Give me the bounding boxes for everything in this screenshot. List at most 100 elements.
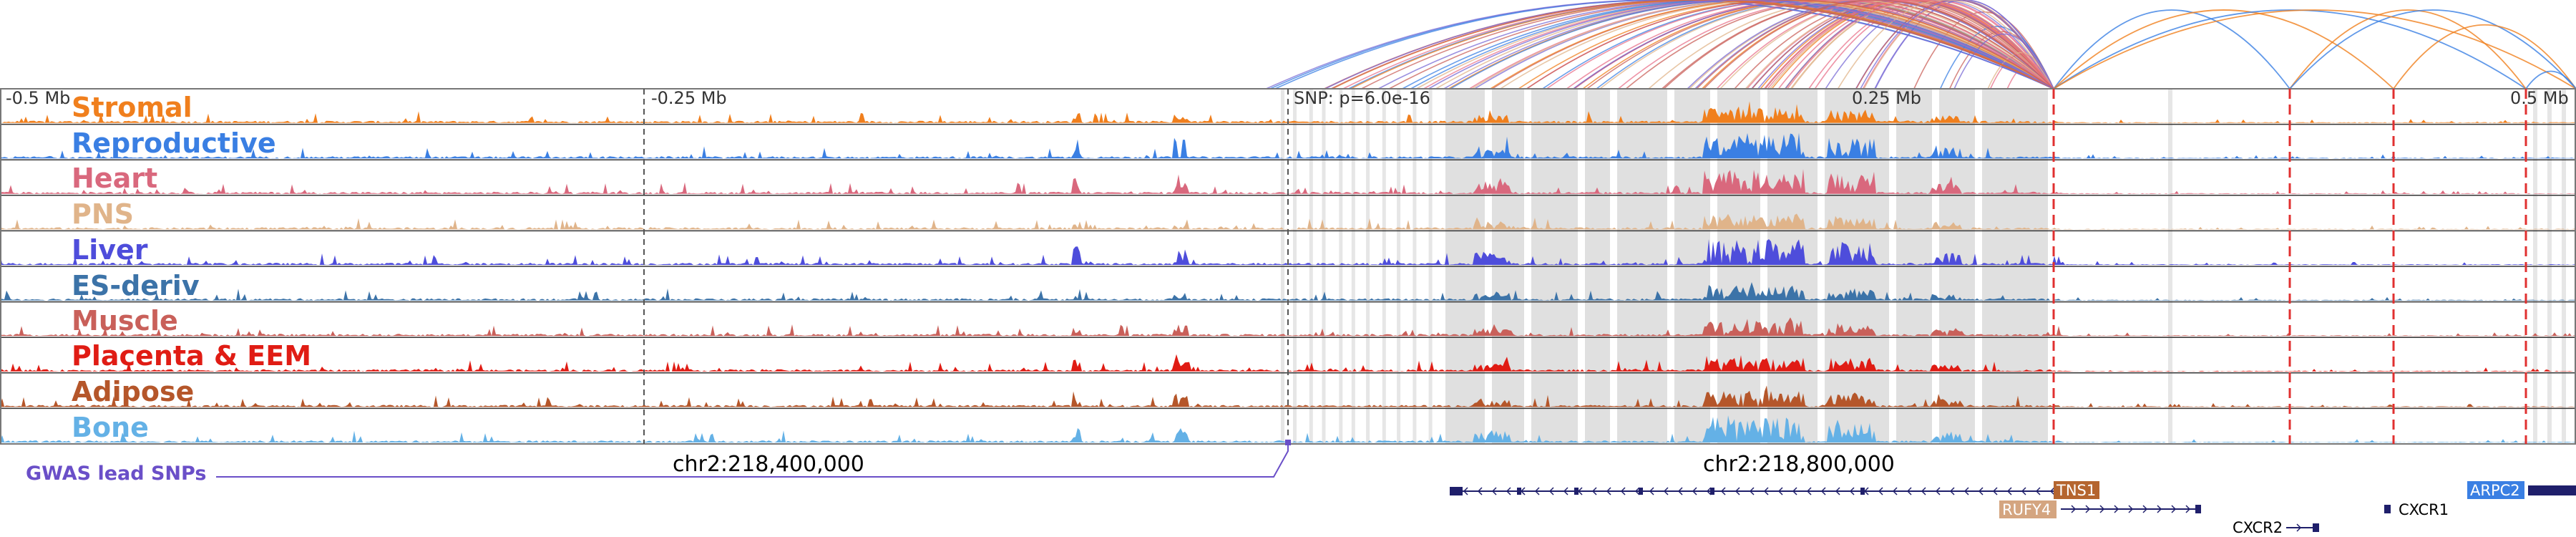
gene-annotation-track: [1450, 485, 2576, 532]
scale-label-mid-left: -0.25 Mb: [651, 88, 727, 108]
gene-labels: TNS1 RUFY4 CXCR2 CXCR1 ARPC2: [1999, 481, 2524, 536]
gwas-label: GWAS lead SNPs: [26, 463, 206, 485]
gwas-connector: [216, 442, 1289, 478]
track-labels: Stromal Reproductive Heart PNS Liver ES-…: [72, 92, 311, 443]
loop-arc: [2393, 24, 2576, 90]
scale-label-mid-right: 0.25 Mb: [1852, 88, 1921, 108]
loop-arc: [1860, 0, 2054, 90]
loop-arc: [2525, 70, 2576, 90]
gene-tns1-strand-arrow: [1878, 487, 1883, 495]
loop-arc: [1837, 0, 2054, 90]
gene-arpc2-exon: [2528, 485, 2576, 495]
gene-tns1-strand-arrow: [1749, 487, 1755, 495]
loop-arc: [1913, 11, 2054, 90]
gene-tns1-strand-arrow: [1763, 487, 1769, 495]
gene-tns1-strand-arrow: [1949, 487, 1955, 495]
gene-tns1-strand-arrow: [1663, 487, 1669, 495]
gene-tns1-exon: [1860, 488, 1865, 495]
gene-tns1-strand-arrow: [1677, 487, 1683, 495]
gene-label-cxcr2: CXCR2: [2233, 519, 2283, 536]
track-label-pns: PNS: [72, 198, 134, 230]
loop-arc: [2053, 9, 2394, 90]
gene-tns1-strand-arrow: [1591, 487, 1597, 495]
signal-track-7: [0, 354, 2576, 372]
loop-arc: [1618, 0, 2054, 90]
gene-rufy4-exon: [2195, 505, 2201, 513]
gwas-track: GWAS lead SNPs: [26, 440, 1291, 485]
gene-tns1-strand-arrow: [2006, 487, 2012, 495]
loop-arc: [1330, 0, 2054, 90]
gene-tns1-strand-arrow: [1706, 487, 1712, 495]
gene-tns1-strand-arrow: [2021, 487, 2026, 495]
loop-arc: [1428, 0, 2054, 90]
signal-tracks: [0, 88, 2576, 445]
loop-arc: [1526, 0, 2054, 90]
gene-tns1-exon: [1450, 487, 1463, 495]
gene-tns1-exon: [1639, 488, 1643, 495]
gene-tns1-strand-arrow: [1463, 487, 1468, 495]
loop-arc: [1696, 0, 2054, 90]
gwas-snp-marker: [1285, 440, 1291, 445]
gene-tns1-strand-arrow: [1992, 487, 1998, 495]
gene-tns1-strand-arrow: [1792, 487, 1797, 495]
track-label-placenta-eem: Placenta & EEM: [72, 340, 311, 372]
loop-arc: [2289, 9, 2576, 90]
gene-cxcr2-strand-arrow: [2296, 523, 2302, 532]
gene-label-box-arpc2: [2467, 481, 2524, 499]
loop-arc: [1266, 0, 2054, 90]
gene-label-arpc2: ARPC2: [2470, 482, 2520, 499]
track-label-es-deriv: ES-deriv: [72, 270, 200, 301]
gene-tns1-strand-arrow: [1735, 487, 1740, 495]
gene-rufy4-strand-arrow: [2114, 505, 2119, 513]
gene-tns1-strand-arrow: [1820, 487, 1826, 495]
gene-tns1-strand-arrow: [1534, 487, 1540, 495]
gene-label-box-tns1: [2054, 481, 2099, 499]
gene-tns1-exon: [1574, 488, 1579, 495]
gene-label-tns1: TNS1: [2056, 482, 2096, 499]
gene-tns1-strand-arrow: [1921, 487, 1926, 495]
gene-tns1-strand-arrow: [1849, 487, 1855, 495]
loop-arc: [1953, 34, 2054, 90]
track-label-adipose: Adipose: [72, 376, 194, 407]
gene-tns1-strand-arrow: [1963, 487, 1969, 495]
gene-tns1-strand-arrow: [1620, 487, 1626, 495]
loop-arc: [2053, 9, 2290, 90]
loop-arc: [2289, 9, 2527, 90]
chromatin-loop-arcs: [1266, 0, 2576, 90]
track-label-reproductive: Reproductive: [72, 127, 276, 159]
track-label-stromal: Stromal: [72, 92, 192, 123]
gene-label-rufy4: RUFY4: [2002, 501, 2051, 518]
loop-arc: [1787, 0, 2054, 90]
gene-tns1-strand-arrow: [1892, 487, 1898, 495]
snp-pvalue-label: SNP: p=6.0e-16: [1294, 88, 1430, 108]
gene-tns1-strand-arrow: [1835, 487, 1840, 495]
gene-tns1-strand-arrow: [1506, 487, 1511, 495]
signal-track-2: [0, 169, 2576, 194]
gene-tns1-strand-arrow: [1548, 487, 1554, 495]
gene-rufy4-strand-arrow: [2128, 505, 2134, 513]
gene-tns1-strand-arrow: [2035, 487, 2041, 495]
gene-rufy4-strand-arrow: [2185, 505, 2191, 513]
gene-rufy4-strand-arrow: [2085, 505, 2091, 513]
gene-tns1-exon: [1517, 488, 1521, 495]
gene-tns1-strand-arrow: [1634, 487, 1640, 495]
gene-tns1-strand-arrow: [1649, 487, 1654, 495]
gene-tns1-strand-arrow: [1720, 487, 1726, 495]
gene-tns1-strand-arrow: [1906, 487, 1912, 495]
loop-arc: [2053, 9, 2576, 90]
track-label-liver: Liver: [72, 234, 148, 266]
coordinate-label-left: chr2:218,400,000: [673, 452, 864, 477]
scale-label-left: -0.5 Mb: [6, 88, 70, 108]
signal-track-5: [0, 282, 2576, 301]
gene-tns1-strand-arrow: [1978, 487, 1984, 495]
gene-tns1-strand-arrow: [1935, 487, 1941, 495]
scale-label-right: 0.5 Mb: [2510, 88, 2569, 108]
gene-cxcr1-exon: [2384, 505, 2391, 513]
gene-tns1-strand-arrow: [1692, 487, 1697, 495]
scale-bar: -0.5 Mb -0.25 Mb SNP: p=6.0e-16 0.25 Mb …: [6, 88, 2569, 108]
gene-rufy4-strand-arrow: [2071, 505, 2077, 513]
gene-tns1-strand-arrow: [1563, 487, 1568, 495]
loop-arc: [2053, 9, 2527, 90]
track-label-heart: Heart: [72, 163, 157, 194]
